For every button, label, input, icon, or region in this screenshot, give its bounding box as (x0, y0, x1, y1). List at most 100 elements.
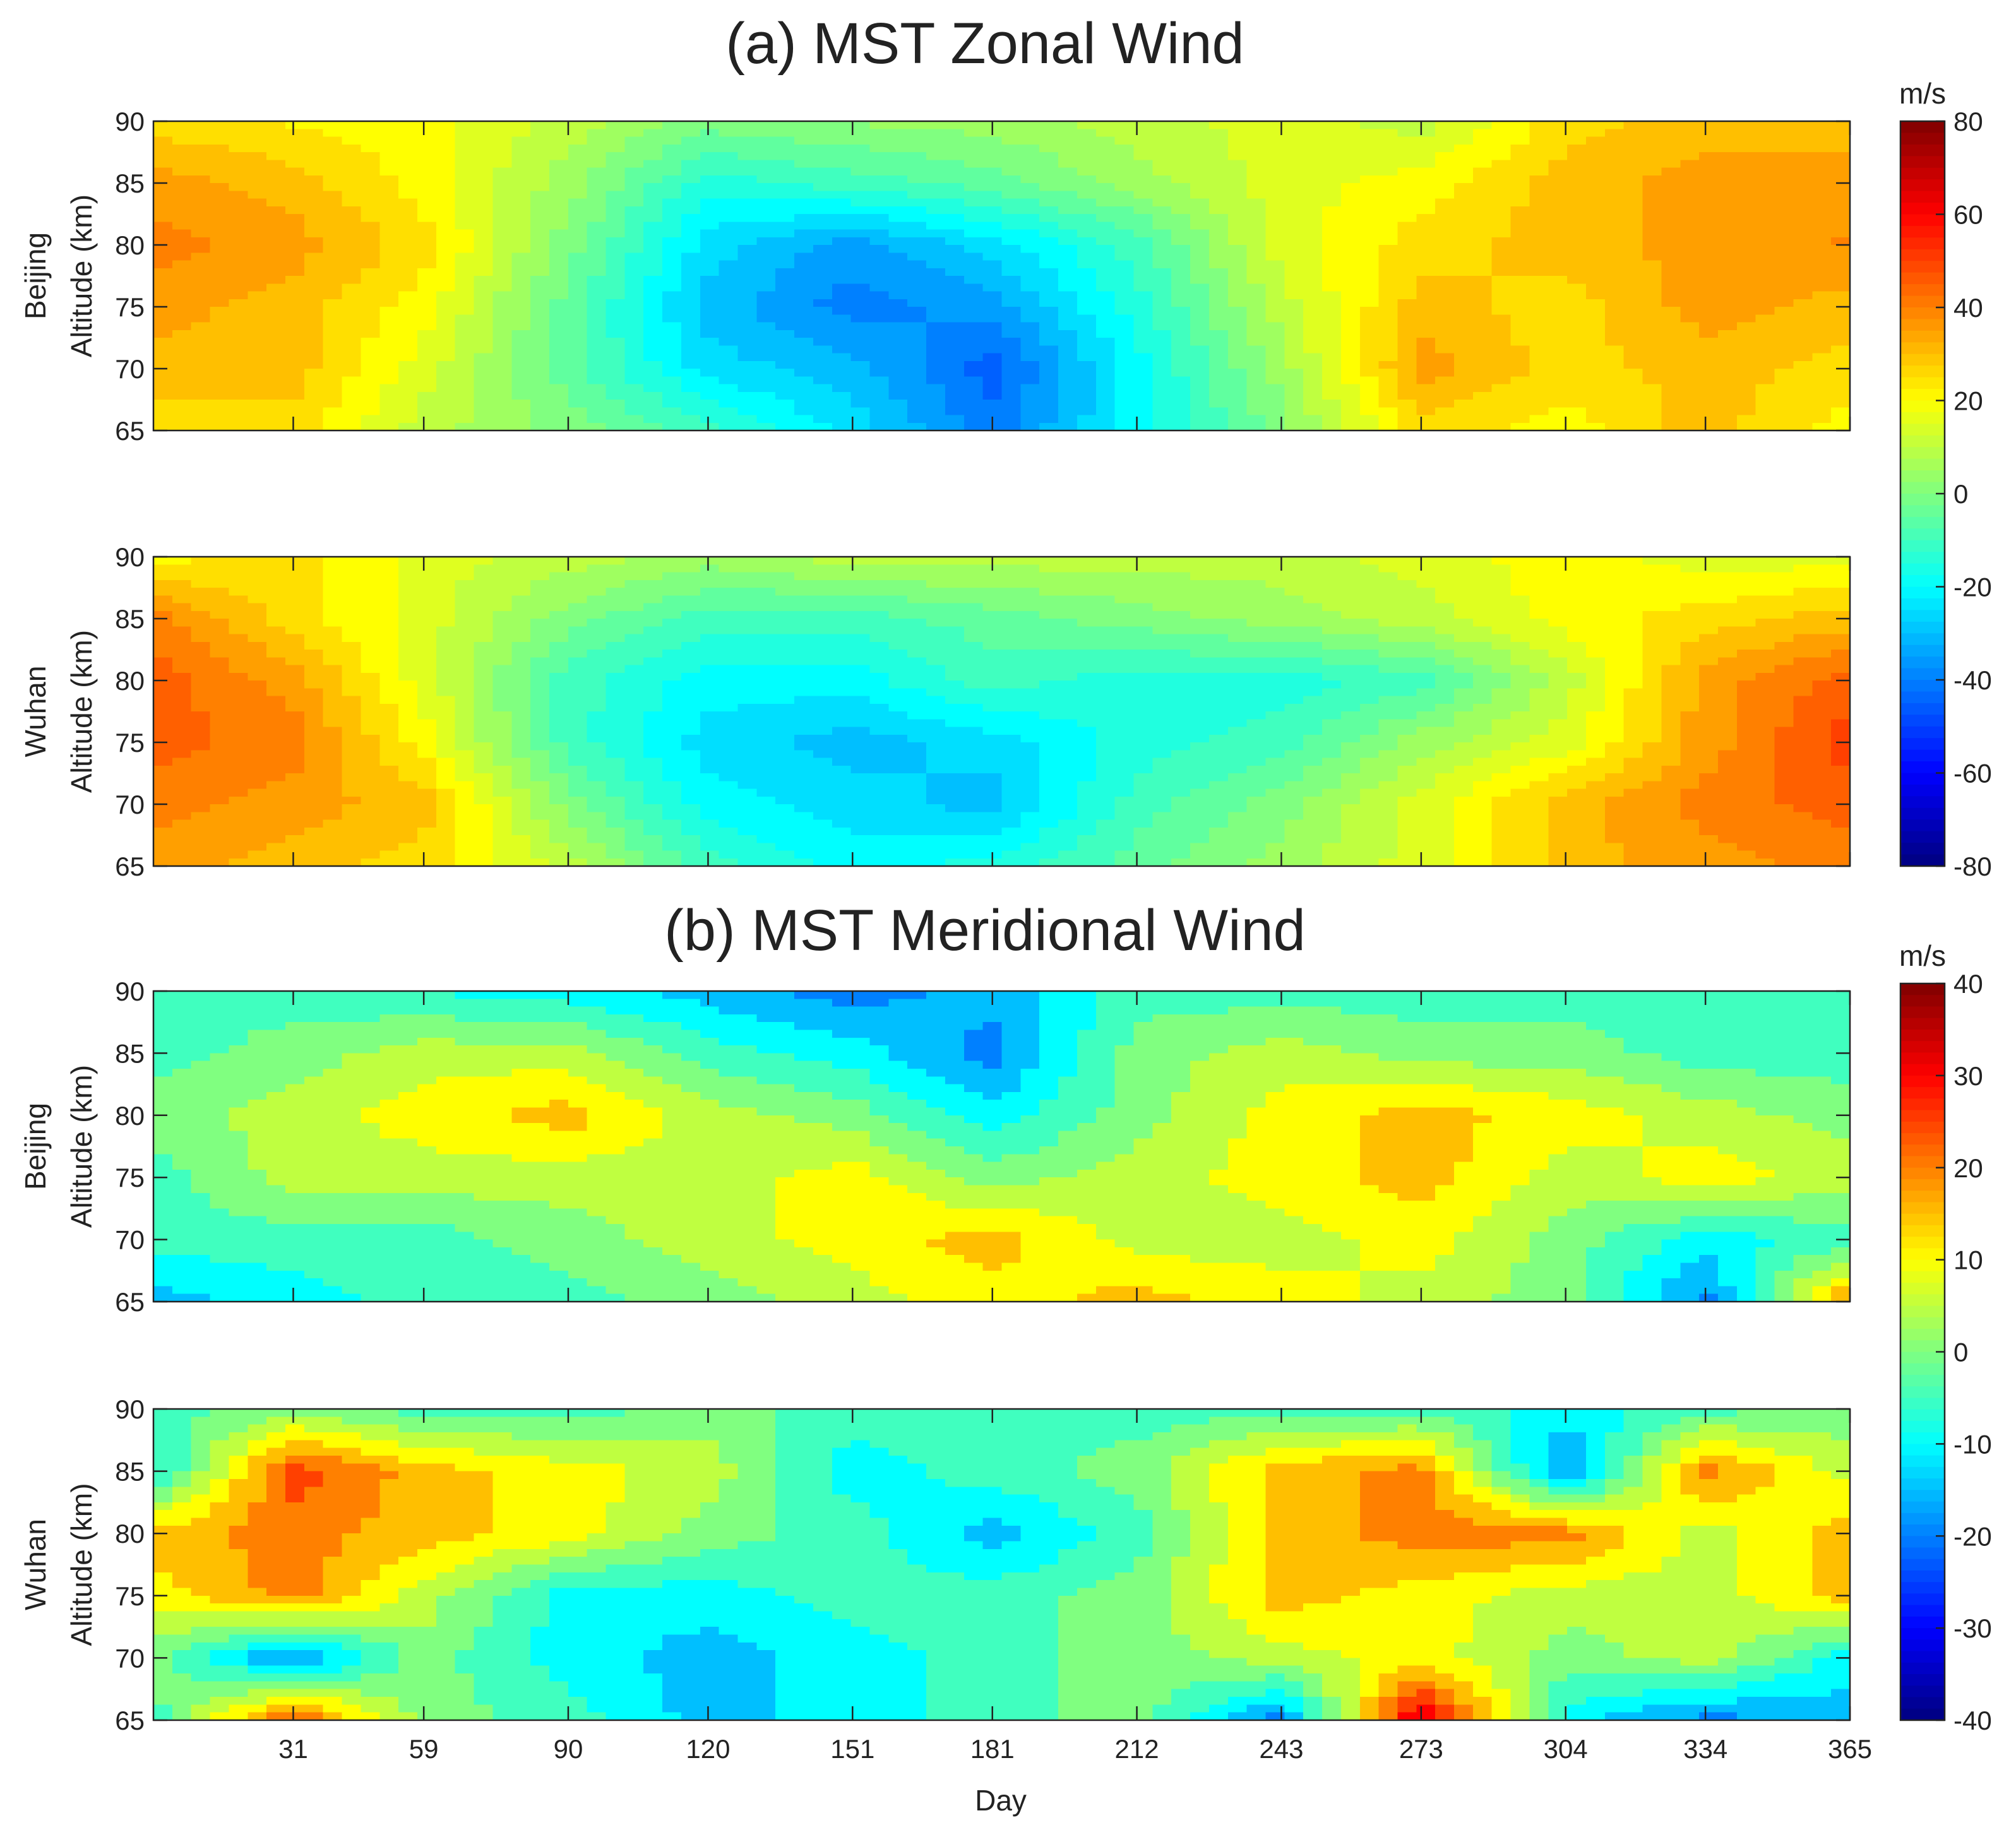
heatmap-cell (813, 160, 833, 169)
heatmap-cell (1642, 144, 1662, 153)
heatmap-cell (266, 245, 286, 254)
heatmap-cell (1416, 245, 1436, 254)
heatmap-cell (1001, 160, 1022, 169)
heatmap-cell (681, 384, 701, 393)
heatmap-cell (888, 619, 909, 627)
heatmap-cell (530, 229, 550, 238)
heatmap-cell (1359, 345, 1380, 354)
heatmap-cell (210, 222, 230, 230)
heatmap-cell (1529, 183, 1549, 192)
heatmap-cell (549, 338, 569, 347)
heatmap-cell (1680, 634, 1700, 643)
heatmap-cell (229, 384, 249, 393)
heatmap-cell (1378, 260, 1399, 269)
heatmap-cell (1416, 626, 1436, 635)
heatmap-cell (1001, 229, 1022, 238)
heatmap-cell (266, 345, 286, 354)
heatmap-cell (1718, 603, 1738, 612)
heatmap-cell (1831, 121, 1851, 130)
heatmap-cell (1586, 557, 1606, 566)
heatmap-cell (775, 322, 795, 331)
heatmap-cell (342, 322, 362, 331)
heatmap-cell (191, 657, 211, 666)
heatmap-cell (474, 595, 494, 604)
heatmap-cell (1755, 665, 1775, 674)
heatmap-cell (737, 129, 758, 138)
heatmap-cell (436, 345, 456, 354)
heatmap-cell (1265, 129, 1285, 138)
heatmap-cell (210, 376, 230, 385)
heatmap-cell (1793, 276, 1813, 285)
heatmap-cell (1340, 610, 1361, 619)
heatmap-cell (1077, 253, 1097, 261)
heatmap-cell (662, 322, 682, 331)
heatmap-cell (1661, 144, 1681, 153)
heatmap-cell (756, 175, 777, 184)
heatmap-cell (172, 330, 192, 338)
heatmap-cell (1586, 206, 1606, 215)
heatmap-cell (1171, 650, 1191, 658)
heatmap-cell (1114, 619, 1135, 627)
heatmap-cell (963, 619, 984, 627)
heatmap-cell (1661, 353, 1681, 362)
heatmap-cell (1567, 619, 1587, 627)
heatmap-cell (530, 121, 550, 130)
heatmap-cell (624, 191, 645, 199)
heatmap-cell (153, 314, 173, 323)
heatmap-cell (813, 245, 833, 254)
heatmap-cell (153, 626, 173, 635)
heatmap-cell (1227, 345, 1248, 354)
heatmap-cell (982, 322, 1003, 331)
heatmap-cell (1208, 299, 1229, 307)
heatmap-cell (1322, 245, 1342, 254)
heatmap-cell (342, 160, 362, 169)
heatmap-cell (1435, 129, 1455, 138)
heatmap-cell (1227, 650, 1248, 658)
heatmap-cell (191, 338, 211, 347)
heatmap-cell (681, 626, 701, 635)
heatmap-cell (1491, 291, 1512, 300)
heatmap-cell (1001, 603, 1022, 612)
heatmap-cell (1586, 214, 1606, 223)
heatmap-cell (1567, 160, 1587, 169)
heatmap-cell (474, 626, 494, 635)
heatmap-cell (398, 603, 418, 612)
heatmap-cell (568, 268, 588, 276)
heatmap-cell (1359, 384, 1380, 393)
heatmap-cell (1736, 564, 1757, 573)
heatmap-cell (1208, 307, 1229, 316)
heatmap-cell (719, 376, 739, 385)
heatmap-cell (1491, 129, 1512, 138)
heatmap-cell (1680, 626, 1700, 635)
heatmap-cell (248, 121, 267, 130)
heatmap-cell (1190, 237, 1210, 246)
heatmap-cell (1095, 129, 1116, 138)
heatmap-cell (1152, 214, 1172, 223)
heatmap-cell (285, 136, 305, 145)
heatmap-cell (756, 322, 777, 331)
heatmap-cell (1699, 650, 1719, 658)
heatmap-cell (1604, 603, 1625, 612)
heatmap-cell (1171, 237, 1191, 246)
heatmap-cell (1812, 595, 1832, 604)
heatmap-cell (172, 237, 192, 246)
heatmap-cell (1472, 376, 1493, 385)
heatmap-cell (511, 144, 531, 153)
heatmap-cell (1001, 588, 1022, 597)
heatmap-cell (926, 152, 946, 161)
heatmap-cell (756, 588, 777, 597)
heatmap-cell (1077, 572, 1097, 581)
heatmap-cell (530, 564, 550, 573)
heatmap-cell (1322, 338, 1342, 347)
heatmap-cell (1322, 136, 1342, 145)
heatmap-cell (1284, 229, 1304, 238)
heatmap-cell (662, 330, 682, 338)
heatmap-cell (737, 407, 758, 416)
heatmap-cell (1039, 307, 1059, 316)
heatmap-cell (1491, 121, 1512, 130)
heatmap-cell (568, 314, 588, 323)
heatmap-cell (1623, 345, 1643, 354)
heatmap-cell (662, 253, 682, 261)
heatmap-cell (436, 384, 456, 393)
heatmap-cell (605, 307, 626, 316)
